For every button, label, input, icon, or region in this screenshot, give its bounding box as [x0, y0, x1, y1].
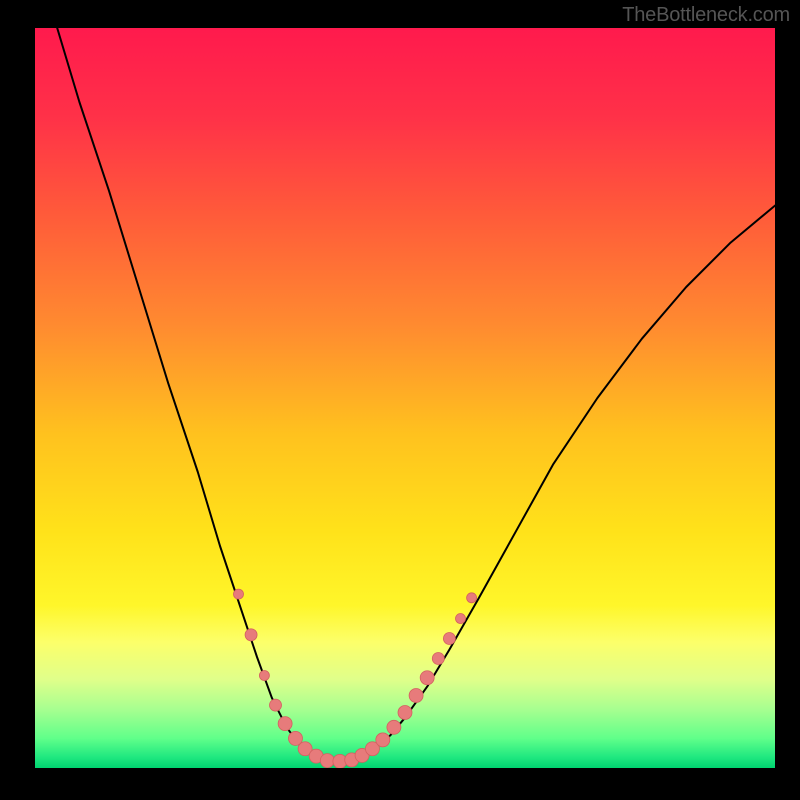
chart-marker [245, 629, 257, 641]
chart-marker [259, 671, 269, 681]
chart-marker [443, 633, 455, 645]
chart-marker [420, 671, 434, 685]
chart-marker [278, 717, 292, 731]
chart-marker [376, 733, 390, 747]
chart-marker [409, 688, 423, 702]
chart-marker [467, 593, 477, 603]
chart-marker [456, 614, 466, 624]
chart-marker [398, 706, 412, 720]
chart-curve [35, 28, 775, 768]
watermark-text: TheBottleneck.com [622, 4, 790, 27]
chart-marker [432, 652, 444, 664]
plot-area [35, 28, 775, 768]
chart-marker [387, 720, 401, 734]
chart-marker [270, 699, 282, 711]
chart-marker [234, 589, 244, 599]
chart-marker [320, 754, 334, 768]
